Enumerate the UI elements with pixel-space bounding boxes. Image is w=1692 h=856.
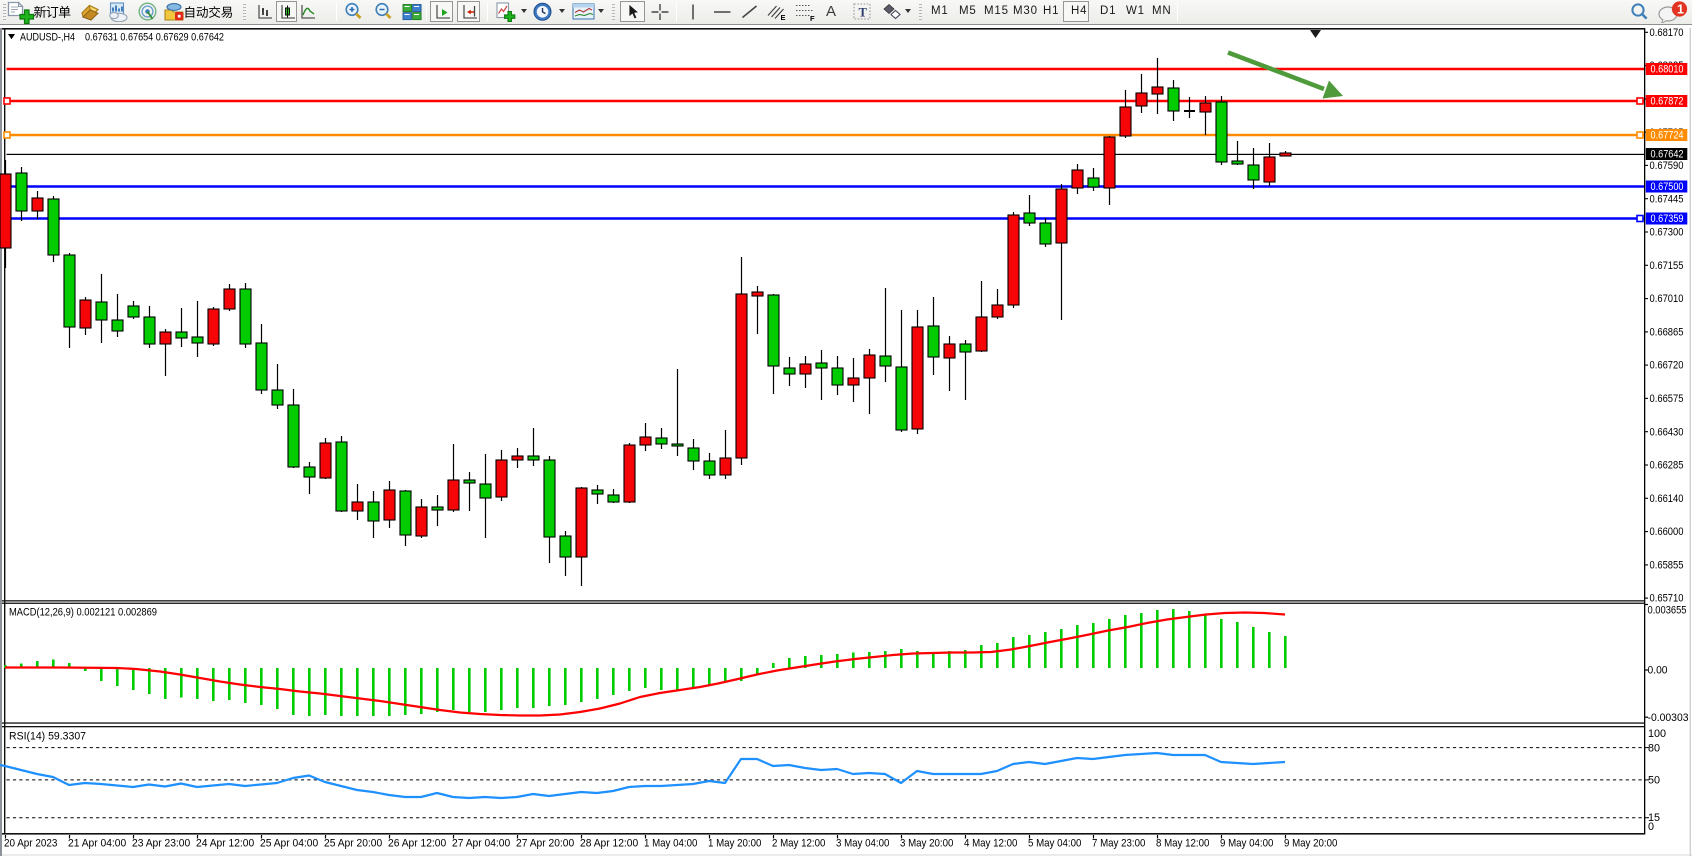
svg-text:0.68010: 0.68010 [1651, 64, 1684, 76]
svg-text:0.66140: 0.66140 [1650, 493, 1684, 505]
svg-text:0.66430: 0.66430 [1650, 426, 1684, 438]
svg-text:26 Apr 12:00: 26 Apr 12:00 [388, 838, 446, 850]
svg-text:E: E [781, 13, 786, 22]
svg-text:25 Apr 20:00: 25 Apr 20:00 [324, 838, 382, 850]
svg-text:0.00: 0.00 [1648, 665, 1668, 677]
svg-text:27 Apr 20:00: 27 Apr 20:00 [516, 838, 574, 850]
svg-text:0.66285: 0.66285 [1650, 460, 1684, 472]
svg-text:20 Apr 2023: 20 Apr 2023 [4, 838, 57, 850]
svg-text:24 Apr 12:00: 24 Apr 12:00 [196, 838, 254, 850]
svg-text:0.67642: 0.67642 [1651, 149, 1684, 161]
svg-text:4 May 12:00: 4 May 12:00 [964, 838, 1017, 850]
svg-text:0.65710: 0.65710 [1650, 593, 1684, 605]
svg-text:5 May 04:00: 5 May 04:00 [1028, 838, 1081, 850]
svg-text:0.67359: 0.67359 [1651, 213, 1684, 225]
svg-text:0.66000: 0.66000 [1650, 526, 1684, 538]
svg-text:0.67724: 0.67724 [1651, 130, 1684, 142]
svg-text:21 Apr 04:00: 21 Apr 04:00 [68, 838, 126, 850]
svg-text:0.66720: 0.66720 [1650, 360, 1684, 372]
svg-text:MACD(12,26,9) 0.002121 0.00286: MACD(12,26,9) 0.002121 0.002869 [9, 607, 157, 619]
svg-text:0.003655: 0.003655 [1648, 604, 1687, 616]
svg-text:23 Apr 23:00: 23 Apr 23:00 [132, 838, 190, 850]
svg-text:0.67300: 0.67300 [1650, 227, 1684, 239]
svg-text:0.67631 0.67654 0.67629 0.6764: 0.67631 0.67654 0.67629 0.67642 [85, 31, 224, 43]
svg-text:-0.00303: -0.00303 [1648, 712, 1689, 724]
svg-text:0.68170: 0.68170 [1650, 27, 1684, 39]
svg-text:1: 1 [1677, 2, 1684, 16]
svg-text:0.66865: 0.66865 [1650, 327, 1684, 339]
svg-text:0.65855: 0.65855 [1650, 560, 1684, 572]
svg-text:0.67590: 0.67590 [1650, 160, 1684, 172]
svg-text:T: T [859, 6, 868, 20]
svg-text:9 May 04:00: 9 May 04:00 [1220, 838, 1273, 850]
svg-text:0: 0 [1648, 821, 1654, 833]
svg-text:0.67872: 0.67872 [1651, 96, 1684, 108]
svg-text:1 May 04:00: 1 May 04:00 [644, 838, 697, 850]
svg-text:7 May 23:00: 7 May 23:00 [1092, 838, 1145, 850]
svg-text:2 May 12:00: 2 May 12:00 [772, 838, 825, 850]
svg-text:3 May 20:00: 3 May 20:00 [900, 838, 953, 850]
svg-text:0.67500: 0.67500 [1651, 181, 1684, 193]
svg-text:100: 100 [1648, 728, 1666, 740]
svg-text:0.66575: 0.66575 [1650, 393, 1684, 405]
svg-text:15: 15 [1648, 812, 1660, 824]
svg-text:AUDUSD-,H4: AUDUSD-,H4 [20, 31, 75, 43]
svg-text:RSI(14) 59.3307: RSI(14) 59.3307 [9, 731, 86, 743]
svg-text:50: 50 [1648, 775, 1660, 787]
svg-text:F: F [810, 14, 815, 22]
svg-text:28 Apr 12:00: 28 Apr 12:00 [580, 838, 638, 850]
svg-text:27 Apr 04:00: 27 Apr 04:00 [452, 838, 510, 850]
svg-text:80: 80 [1648, 742, 1660, 754]
svg-text:25 Apr 04:00: 25 Apr 04:00 [260, 838, 318, 850]
svg-text:8 May 12:00: 8 May 12:00 [1156, 838, 1209, 850]
svg-text:0.67445: 0.67445 [1650, 193, 1684, 205]
svg-text:3 May 04:00: 3 May 04:00 [836, 838, 889, 850]
svg-text:0.67010: 0.67010 [1650, 293, 1684, 305]
svg-text:1 May 20:00: 1 May 20:00 [708, 838, 761, 850]
svg-text:0.67155: 0.67155 [1650, 260, 1684, 272]
svg-text:9 May 20:00: 9 May 20:00 [1284, 838, 1337, 850]
